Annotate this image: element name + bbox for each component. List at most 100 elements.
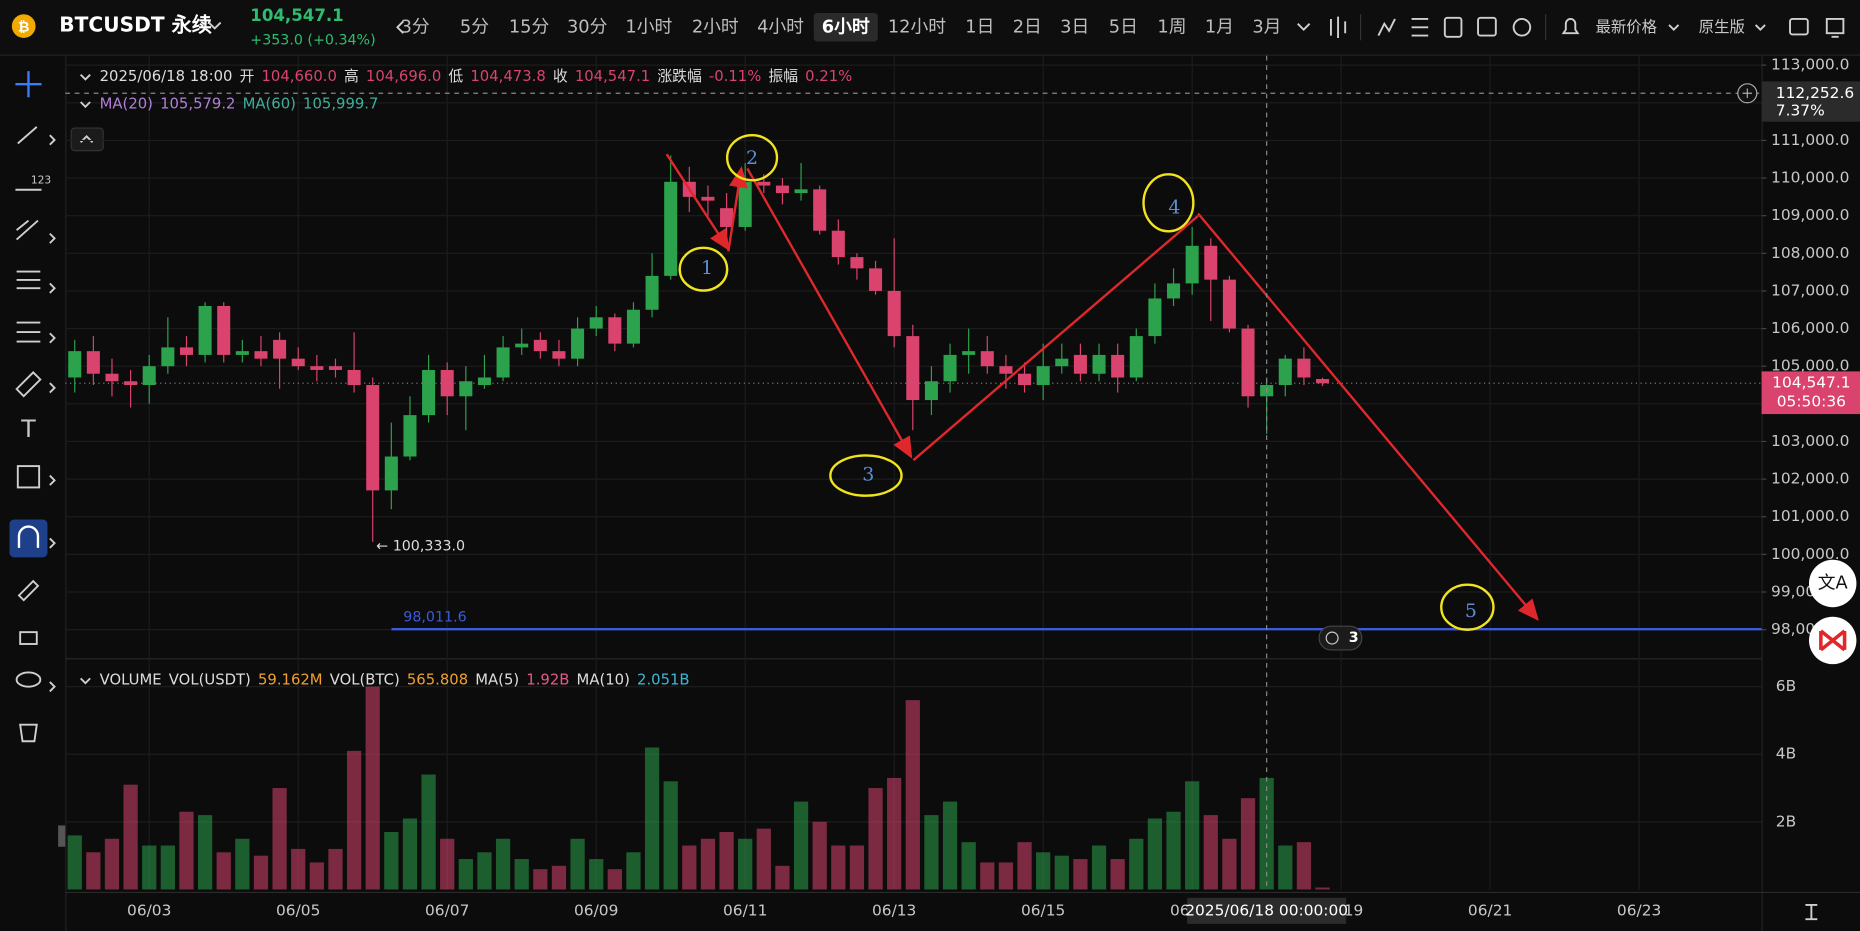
candle-body — [403, 415, 417, 457]
volume-bar — [160, 845, 175, 890]
candle-body — [645, 275, 659, 310]
fullscreen[interactable] — [1789, 18, 1809, 36]
interval-tab[interactable]: 5分 — [460, 16, 489, 37]
symbol-dropdown[interactable] — [208, 21, 222, 30]
indicators[interactable] — [1377, 18, 1396, 37]
annotation-circle[interactable] — [725, 134, 779, 182]
volume-bar — [682, 845, 697, 890]
legend-text: 59.162M — [258, 672, 323, 689]
interval-tab[interactable]: 3日 — [1060, 16, 1089, 37]
volume-bar — [812, 821, 827, 890]
legend-text: 低 — [448, 68, 463, 85]
delete-tool[interactable] — [19, 723, 38, 743]
drawn-line[interactable] — [912, 214, 1199, 462]
price-source[interactable]: 最新价格 — [1595, 18, 1657, 36]
crosshair-add-plus — [1742, 88, 1753, 99]
candle-body — [235, 351, 249, 355]
alerts[interactable] — [1561, 18, 1580, 35]
trendline-tool[interactable] — [17, 126, 38, 145]
screenshot[interactable] — [1825, 18, 1845, 38]
candle-body — [273, 339, 287, 359]
translate-button[interactable] — [1808, 559, 1857, 608]
volume-bar — [346, 750, 362, 890]
volume-bar — [533, 869, 548, 890]
brush-tool[interactable] — [17, 579, 40, 602]
candle-body — [850, 257, 864, 269]
version-dropdown[interactable] — [1754, 24, 1766, 31]
candle-body — [999, 366, 1013, 374]
shape-tool[interactable] — [16, 465, 41, 489]
drawn-arrow[interactable] — [746, 167, 913, 459]
candle-body — [1185, 245, 1199, 284]
volume-bar — [1259, 777, 1274, 890]
candle-body — [757, 181, 771, 186]
channel-tool[interactable] — [16, 270, 41, 290]
volume-bar — [1203, 815, 1218, 890]
candle-body — [291, 358, 305, 367]
volume-bar — [142, 845, 157, 890]
symbol[interactable]: BTCUSDT 永续 — [59, 13, 212, 37]
gann-tool[interactable] — [16, 321, 41, 343]
candle-body — [515, 343, 529, 348]
legend-toggle[interactable] — [79, 677, 91, 685]
interval-tab[interactable]: 1小时 — [625, 16, 672, 37]
candle-body — [366, 385, 380, 491]
interval-tab[interactable]: 30分 — [567, 16, 608, 37]
drawn-arrow[interactable] — [665, 153, 730, 252]
candle-body — [1129, 336, 1143, 378]
lock-tool[interactable] — [19, 631, 38, 645]
version[interactable]: 原生版 — [1699, 18, 1745, 36]
tool-expanders[interactable] — [49, 134, 56, 693]
candle-body — [440, 369, 454, 397]
interval-tab[interactable]: 12小时 — [888, 16, 946, 37]
magnet-tool[interactable] — [9, 519, 48, 558]
interval-tab[interactable]: 2小时 — [692, 16, 739, 37]
drawn-arrow[interactable] — [727, 166, 748, 252]
candle-body — [477, 377, 491, 386]
interval-tab[interactable]: 1周 — [1157, 16, 1186, 37]
templates[interactable] — [1411, 18, 1429, 37]
volume-bar — [887, 777, 902, 890]
interval-tab[interactable]: 6小时 — [822, 16, 870, 37]
interval-tab[interactable]: 3月 — [1252, 16, 1281, 37]
chart-type[interactable] — [1329, 16, 1347, 38]
interval-tab[interactable]: 4小时 — [757, 16, 804, 37]
visibility-tool[interactable] — [15, 671, 42, 688]
interval-tab[interactable]: 1月 — [1205, 16, 1234, 37]
interval-tab[interactable]: 15分 — [509, 16, 550, 37]
replay[interactable] — [1477, 16, 1497, 37]
text-tool[interactable]: T — [20, 415, 36, 443]
interval-tab[interactable]: 2日 — [1013, 16, 1042, 37]
volume-bar — [719, 832, 734, 890]
volume-bar — [1036, 852, 1051, 890]
legend-text: 565.808 — [407, 672, 468, 689]
more-intervals[interactable] — [1297, 23, 1311, 31]
interval-tab[interactable]: 5日 — [1109, 16, 1138, 37]
volume-bar — [849, 845, 865, 890]
annotation-circle[interactable] — [829, 454, 903, 497]
price-source-dropdown[interactable] — [1668, 24, 1680, 31]
drawn-arrow[interactable] — [1197, 212, 1539, 621]
candle-body — [980, 351, 994, 367]
compare[interactable] — [1443, 16, 1463, 38]
crosshair-tool[interactable] — [15, 71, 42, 98]
collapse-button[interactable] — [70, 127, 104, 152]
volume-bar — [1185, 781, 1200, 890]
annotation-circle[interactable] — [1440, 583, 1495, 631]
x-tick-label: 06/23 — [1617, 901, 1661, 919]
axis-settings[interactable] — [1805, 903, 1818, 921]
candle-body — [217, 305, 231, 355]
annotation-circle[interactable] — [678, 246, 729, 292]
settings[interactable] — [1512, 18, 1532, 37]
legend-toggle[interactable] — [79, 101, 91, 109]
candle-body — [347, 369, 361, 386]
volume-bar — [589, 859, 604, 890]
interval-tab[interactable]: 3分 — [401, 16, 430, 37]
candle-body — [328, 366, 342, 370]
interval-tab[interactable]: 1日 — [965, 16, 994, 37]
legend-toggle[interactable] — [79, 74, 91, 81]
scroll-left[interactable] — [396, 20, 404, 34]
annotation-circle[interactable] — [1142, 173, 1195, 233]
pattern-tool[interactable] — [15, 219, 39, 241]
measure-tool[interactable] — [15, 371, 42, 398]
